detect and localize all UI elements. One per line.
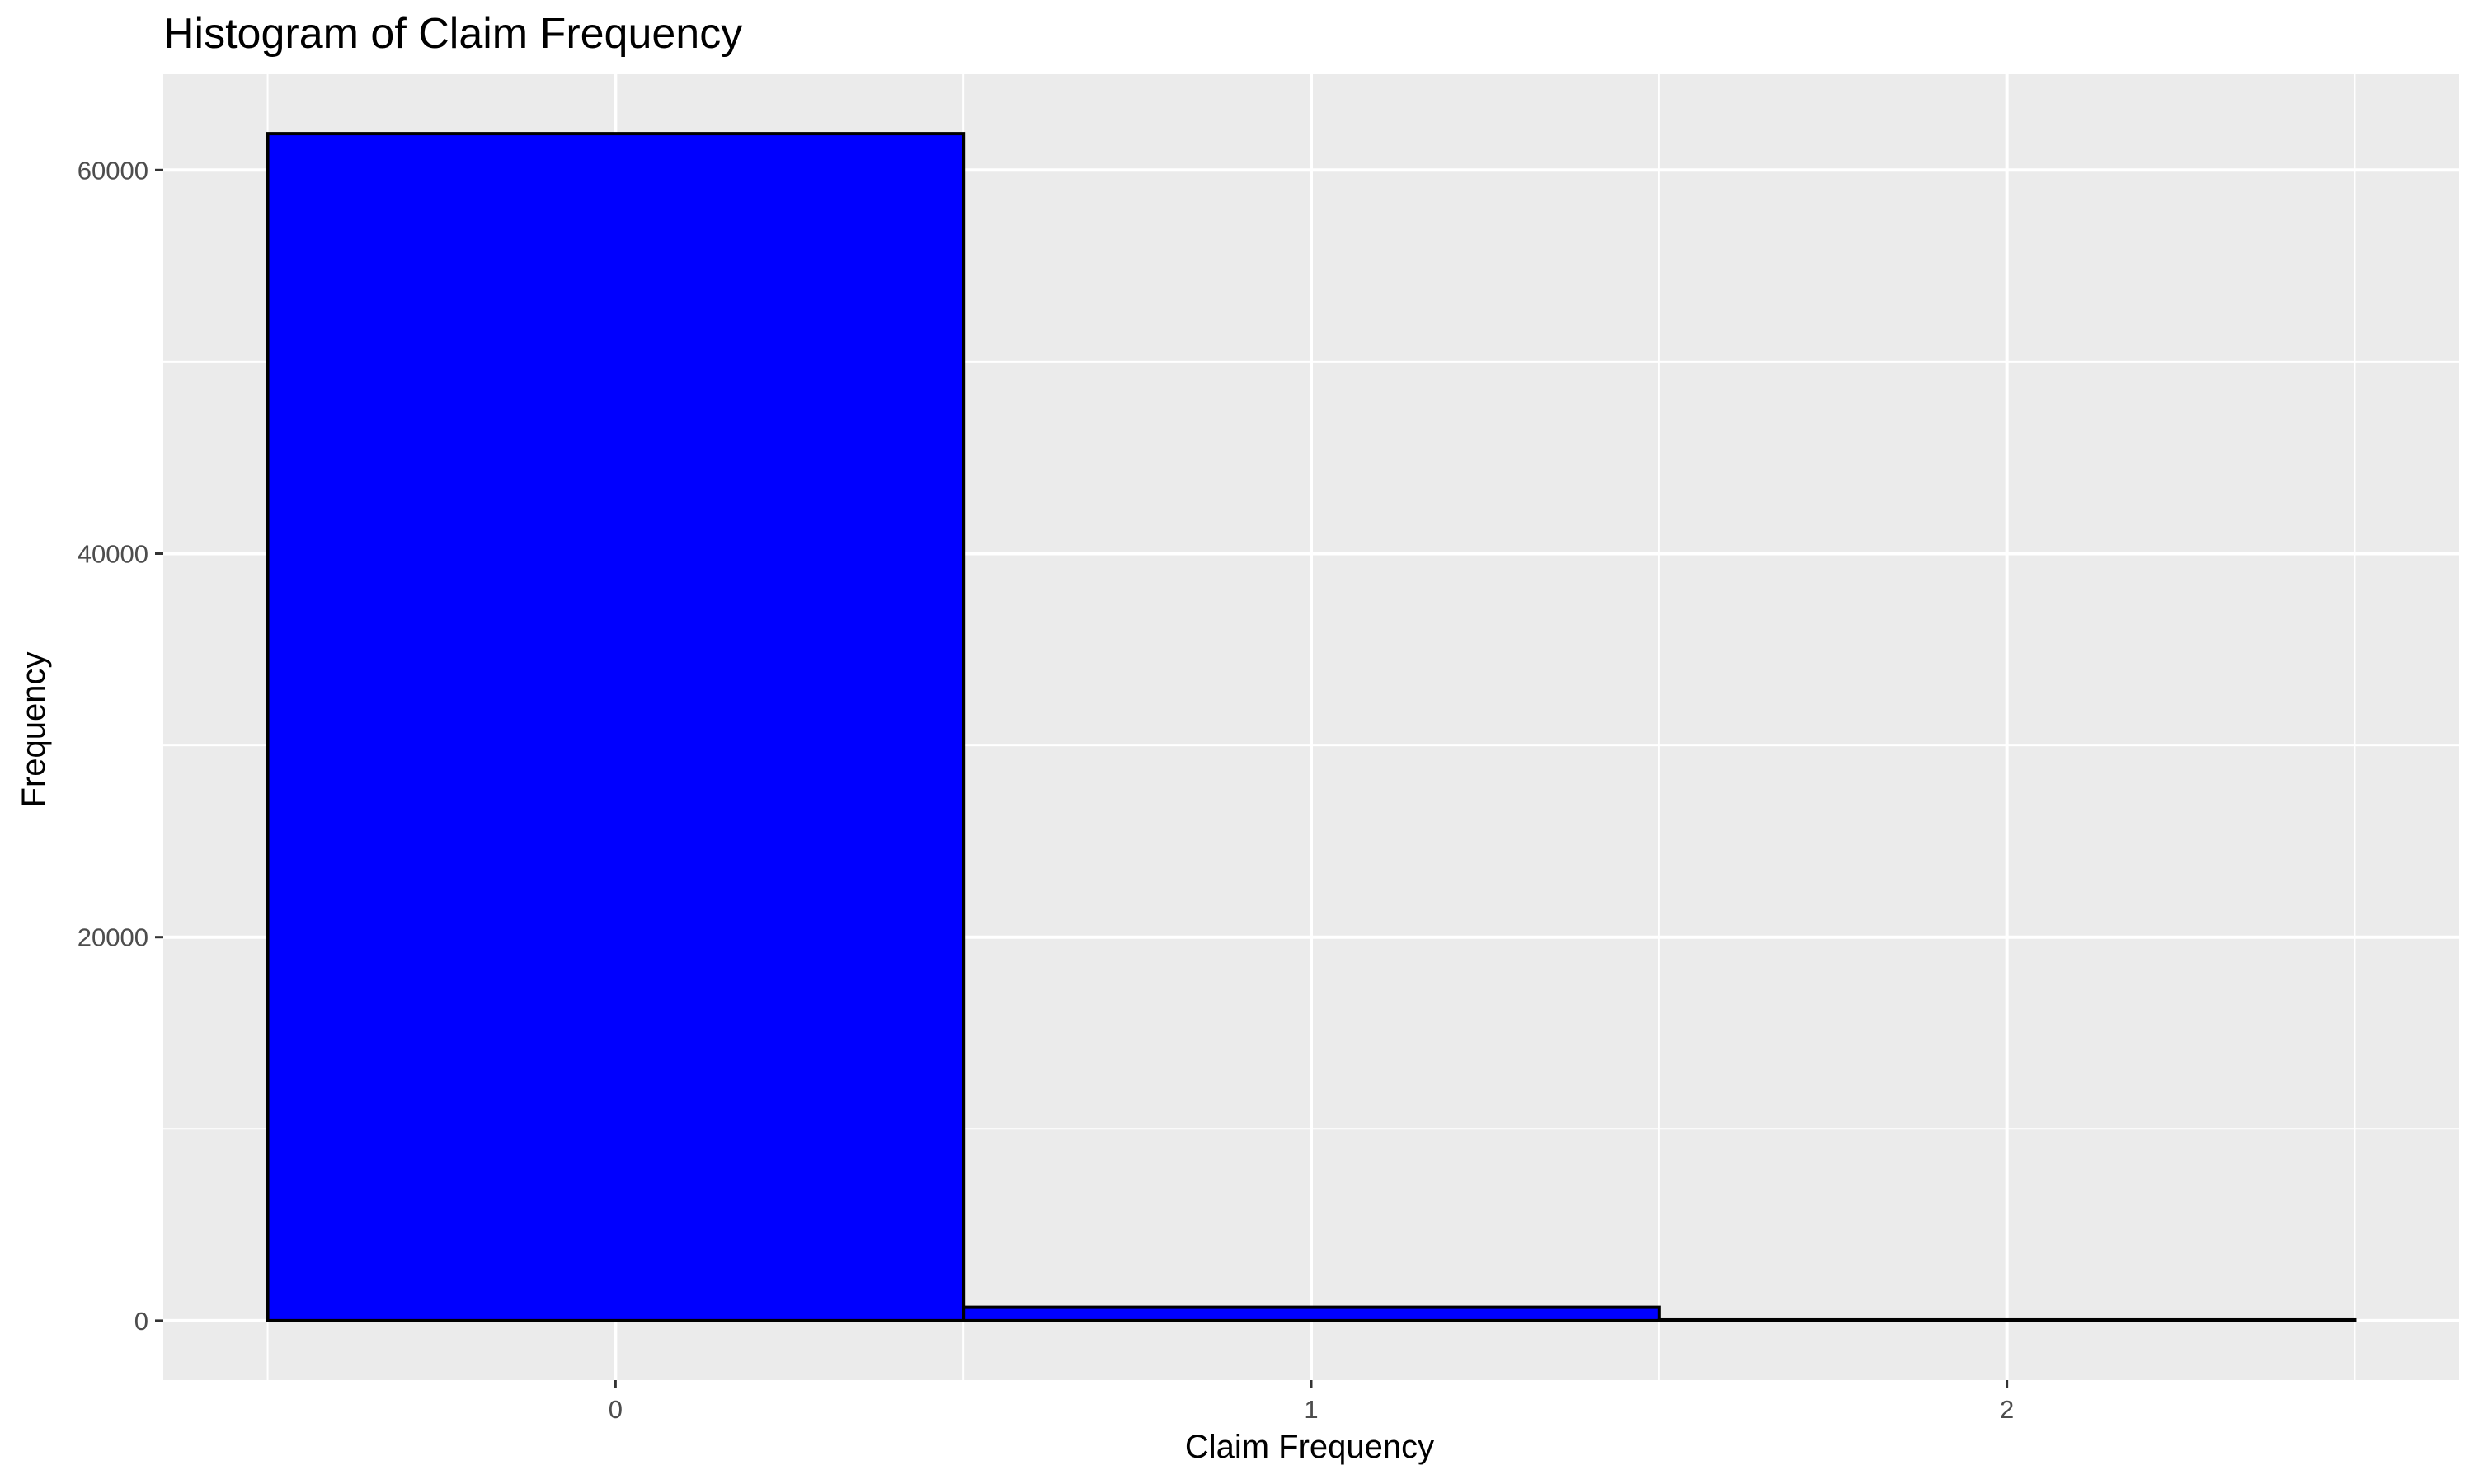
y-tick-label: 40000 (78, 539, 148, 568)
histogram-bar-2 (1657, 1317, 2357, 1322)
x-tick-label: 2 (2000, 1395, 2014, 1424)
x-tick-label: 0 (609, 1395, 623, 1424)
x-axis: 0 1 2 (609, 1380, 2014, 1424)
x-tick-label: 1 (1304, 1395, 1318, 1424)
y-tick-label: 20000 (78, 923, 148, 952)
histogram-bar-1 (962, 1305, 1661, 1322)
y-tick-label: 60000 (78, 156, 148, 185)
x-axis-title: Claim Frequency (1185, 1429, 1434, 1465)
y-axis-title: Frequency (16, 652, 52, 808)
y-tick-label: 0 (134, 1307, 148, 1336)
histogram-bar-0 (266, 132, 966, 1322)
y-axis: 0 20000 40000 60000 (78, 156, 163, 1336)
chart-title: Histogram of Claim Frequency (163, 10, 742, 58)
histogram-bars (266, 132, 2357, 1322)
